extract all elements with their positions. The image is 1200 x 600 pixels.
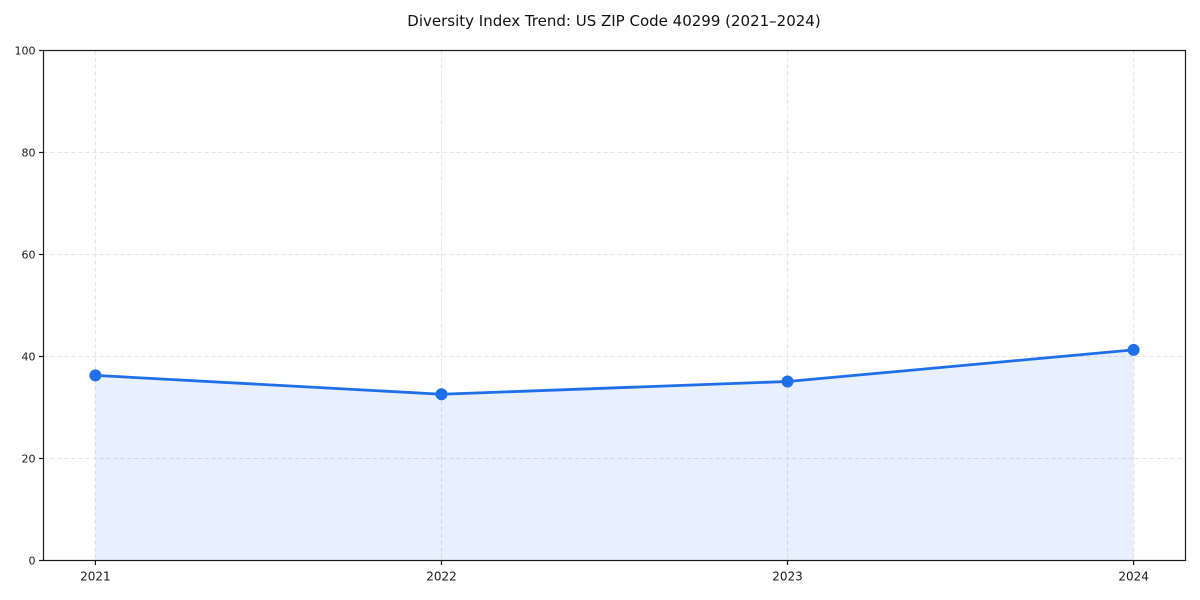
trend-line — [94, 348, 1135, 396]
y-tick-label-0: 0 — [29, 555, 36, 568]
x-tick-label-2024: 2024 — [1118, 570, 1149, 584]
y-tick-label-20: 20 — [22, 453, 36, 466]
series-layer — [89, 343, 1140, 561]
y-tick-label-100: 100 — [15, 45, 36, 58]
grid-layer — [43, 50, 1186, 561]
axis-layer: 0 20 40 60 80 100 2021 2022 2023 2024 — [15, 45, 1187, 584]
data-point-2021 — [89, 369, 102, 382]
data-point-2024 — [1127, 343, 1140, 356]
y-tick-label-40: 40 — [22, 351, 36, 364]
area-fill — [95, 349, 1134, 561]
data-point-2022 — [435, 388, 448, 401]
y-tick-label-80: 80 — [22, 147, 36, 160]
data-point-2023 — [781, 375, 794, 388]
plot-box — [42, 49, 1187, 562]
x-tick-label-2021: 2021 — [80, 570, 111, 584]
x-tick-label-2023: 2023 — [772, 570, 803, 584]
x-tick-label-2022: 2022 — [426, 570, 457, 584]
y-tick-label-60: 60 — [22, 249, 36, 262]
chart-title: Diversity Index Trend: US ZIP Code 40299… — [407, 12, 820, 30]
